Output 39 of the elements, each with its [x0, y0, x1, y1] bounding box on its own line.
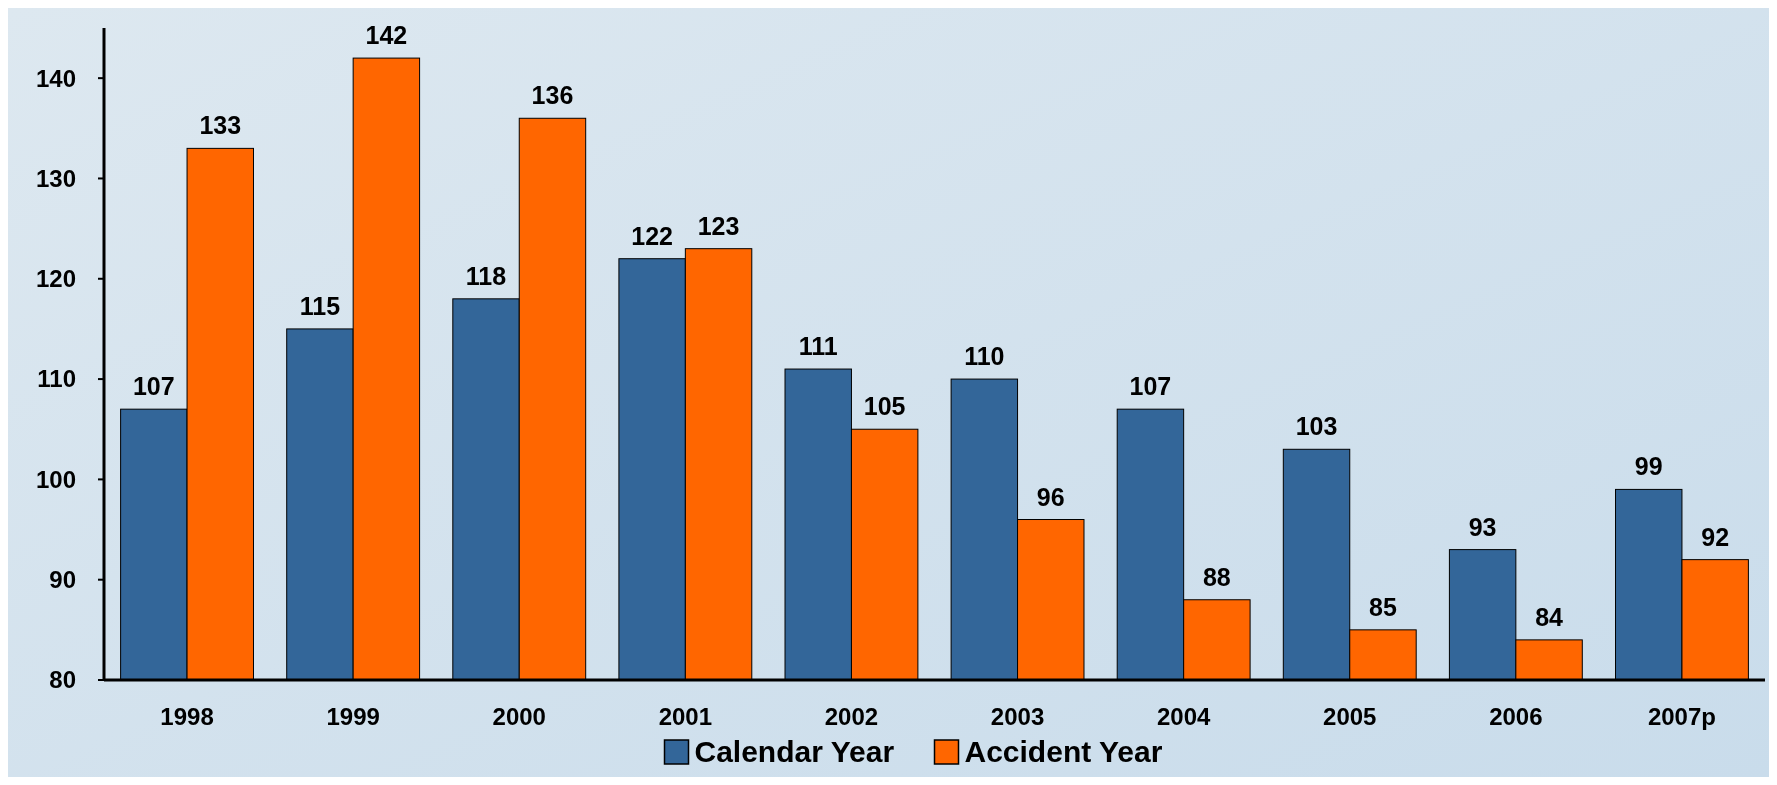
data-label: 123 [697, 211, 740, 240]
legend-label: Calendar Year [694, 735, 895, 768]
data-label: 110 [964, 342, 1005, 371]
y-tick-label: 100 [35, 465, 76, 493]
data-label: 142 [365, 21, 408, 50]
data-label: 107 [132, 372, 175, 401]
y-tick-label: 80 [49, 666, 76, 694]
x-tick-label: 2006 [1489, 703, 1543, 730]
data-label: 103 [1295, 412, 1338, 441]
data-label: 133 [199, 111, 242, 140]
y-tick-label: 120 [35, 265, 76, 293]
data-label: 93 [1468, 512, 1497, 541]
x-tick-label: 2003 [990, 703, 1045, 730]
x-tick-label: 2002 [824, 703, 879, 730]
y-tick-label: 110 [37, 365, 76, 393]
data-label: 122 [631, 221, 673, 250]
data-label: 118 [465, 261, 507, 290]
y-tick-label: 90 [49, 566, 76, 594]
x-tick-label: 2001 [658, 703, 713, 730]
data-label: 99 [1634, 452, 1663, 481]
data-label: 92 [1701, 522, 1730, 551]
legend-label: Accident Year [964, 735, 1163, 768]
x-tick-label: 2004 [1156, 703, 1211, 730]
data-label: 85 [1369, 592, 1397, 621]
x-tick-label: 1998 [160, 703, 214, 730]
data-label: 96 [1036, 482, 1065, 511]
data-label: 88 [1202, 562, 1231, 591]
data-label: 136 [531, 81, 574, 110]
x-tick-label: 2000 [492, 703, 546, 730]
data-label: 107 [1129, 372, 1172, 401]
data-label: 115 [299, 291, 341, 320]
data-label: 105 [863, 392, 906, 421]
data-label: 111 [798, 332, 838, 361]
y-tick-label: 130 [35, 164, 76, 192]
x-tick-label: 2005 [1323, 703, 1377, 730]
data-label: 84 [1535, 602, 1564, 631]
x-tick-label: 2007p [1647, 703, 1716, 730]
x-tick-label: 1999 [326, 703, 380, 730]
y-tick-label: 140 [35, 64, 76, 92]
